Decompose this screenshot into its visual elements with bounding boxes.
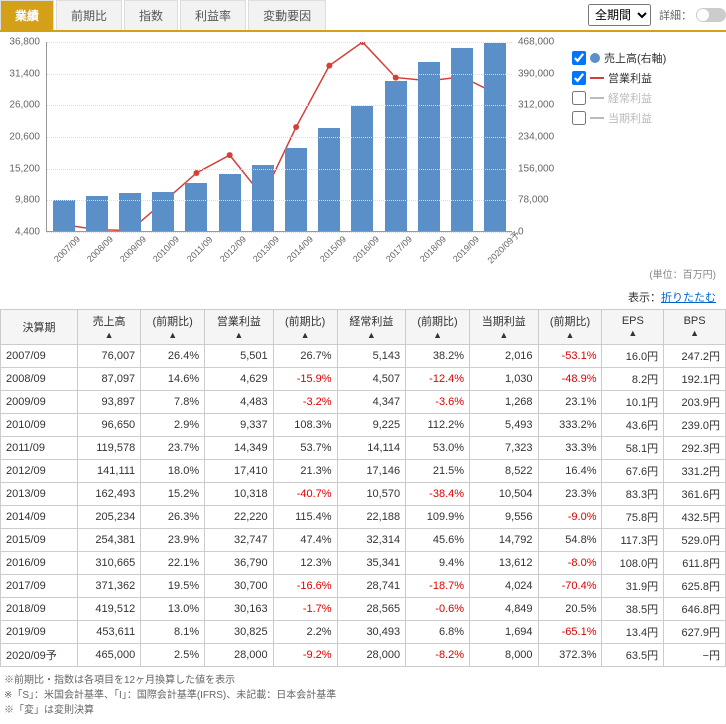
- tab-3[interactable]: 利益率: [180, 0, 246, 30]
- bar: [252, 165, 274, 231]
- bar: [185, 183, 207, 231]
- col-header[interactable]: BPS▲: [664, 310, 726, 345]
- bar: [385, 81, 407, 231]
- detail-toggle[interactable]: [696, 8, 726, 22]
- tab-2[interactable]: 指数: [124, 0, 178, 30]
- table-row: 2015/09254,38123.9%32,74747.4%32,31445.6…: [1, 529, 726, 552]
- table-row: 2011/09119,57823.7%14,34953.7%14,11453.0…: [1, 437, 726, 460]
- table-row: 2018/09419,51213.0%30,163-1.7%28,565-0.6…: [1, 598, 726, 621]
- bar: [219, 174, 241, 231]
- bar: [285, 148, 307, 231]
- period-select[interactable]: 全期間: [588, 4, 651, 26]
- col-header[interactable]: 当期利益▲: [470, 310, 539, 345]
- col-header[interactable]: EPS▲: [602, 310, 664, 345]
- legend-cb-net[interactable]: [572, 111, 586, 125]
- tab-0[interactable]: 業績: [0, 0, 54, 30]
- bar: [418, 62, 440, 231]
- detail-label: 詳細：: [659, 7, 692, 23]
- table-row: 2010/0996,6502.9%9,337108.3%9,225112.2%5…: [1, 414, 726, 437]
- table-row: 2007/0976,00726.4%5,50126.7%5,14338.2%2,…: [1, 345, 726, 368]
- col-header[interactable]: 営業利益▲: [205, 310, 274, 345]
- bar: [318, 128, 340, 231]
- revenue-chart: 4,4009,80015,20020,60026,00031,40036,800…: [4, 42, 564, 252]
- col-header[interactable]: (前期比)▲: [406, 310, 470, 345]
- col-header[interactable]: (前期比)▲: [273, 310, 337, 345]
- col-header[interactable]: (前期比)▲: [538, 310, 602, 345]
- table-row: 2017/09371,36219.5%30,700-16.6%28,741-18…: [1, 575, 726, 598]
- bar: [119, 193, 141, 231]
- table-row: 2020/09予465,0002.5%28,000-9.2%28,000-8.2…: [1, 644, 726, 667]
- financials-table: 決算期売上高▲(前期比)▲営業利益▲(前期比)▲経常利益▲(前期比)▲当期利益▲…: [0, 309, 726, 667]
- table-row: 2013/09162,49315.2%10,318-40.7%10,570-38…: [1, 483, 726, 506]
- table-row: 2014/09205,23426.3%22,220115.4%22,188109…: [1, 506, 726, 529]
- table-row: 2008/0987,09714.6%4,629-15.9%4,507-12.4%…: [1, 368, 726, 391]
- collapse-link[interactable]: 折りたたむ: [661, 292, 716, 304]
- legend-cb-op[interactable]: [572, 71, 586, 85]
- legend-cb-sales[interactable]: [572, 51, 586, 65]
- table-row: 2009/0993,8977.8%4,483-3.2%4,347-3.6%1,2…: [1, 391, 726, 414]
- col-header[interactable]: 決算期: [1, 310, 78, 345]
- legend-cb-ord[interactable]: [572, 91, 586, 105]
- table-row: 2016/09310,66522.1%36,79012.3%35,3419.4%…: [1, 552, 726, 575]
- col-header[interactable]: 経常利益▲: [337, 310, 406, 345]
- chart-legend: 売上高(右軸) 営業利益 経常利益 当期利益: [564, 42, 704, 252]
- bar: [152, 192, 174, 231]
- bar: [53, 200, 75, 231]
- bar: [451, 48, 473, 231]
- col-header[interactable]: 売上高▲: [77, 310, 140, 345]
- tab-1[interactable]: 前期比: [56, 0, 122, 30]
- footnotes: ※前期比・指数は各項目を12ヶ月換算した値を表示 ※「S」：米国会計基準、「I」…: [0, 667, 726, 724]
- col-header[interactable]: (前期比)▲: [141, 310, 205, 345]
- table-row: 2012/09141,11118.0%17,41021.3%17,14621.5…: [1, 460, 726, 483]
- table-row: 2019/09453,6118.1%30,8252.2%30,4936.8%1,…: [1, 621, 726, 644]
- tab-4[interactable]: 変動要因: [248, 0, 326, 30]
- tab-bar: 業績前期比指数利益率変動要因 全期間 詳細：: [0, 0, 726, 32]
